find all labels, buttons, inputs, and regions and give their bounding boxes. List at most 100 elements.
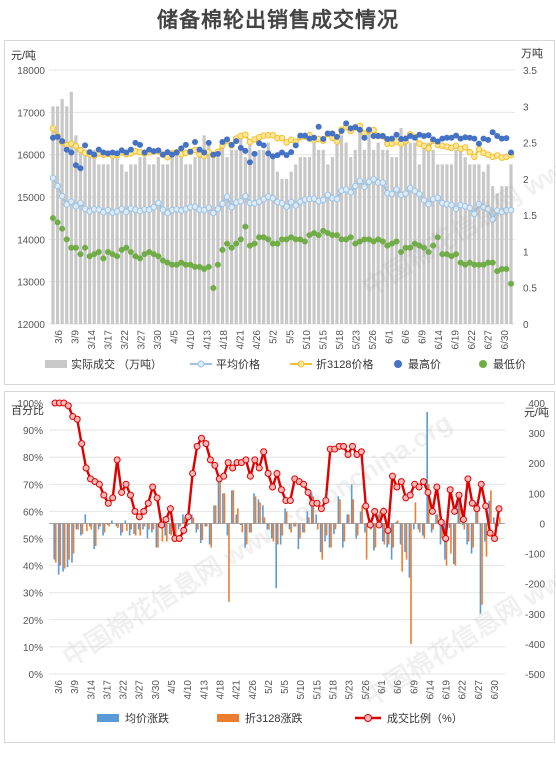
volume-bar <box>188 164 192 324</box>
volume-bar <box>101 164 105 324</box>
max-price-point <box>187 148 194 155</box>
min-price-point <box>196 263 203 270</box>
change3128-bar <box>348 514 350 524</box>
max-price-point <box>288 149 295 156</box>
min-price-point <box>233 240 240 247</box>
change3128-bar <box>383 523 386 545</box>
legend-label: 平均价格 <box>216 357 260 371</box>
change3128-bar <box>325 523 328 536</box>
x-tick-label: 3/14 <box>87 330 98 350</box>
volume-bar <box>138 157 142 324</box>
min-price-point <box>155 253 162 260</box>
max-price-point <box>388 135 395 142</box>
max-price-point <box>242 147 249 154</box>
avg-price-point <box>269 194 277 202</box>
x-tick-label: 4/5 <box>167 680 178 694</box>
page-title: 储备棉轮出销售成交情况 <box>157 7 399 32</box>
x-tick-label: 5/10 <box>302 330 313 350</box>
ratio-point <box>193 442 201 450</box>
volume-bar <box>179 149 183 324</box>
volume-bar <box>500 186 504 324</box>
volume-bar <box>156 157 160 324</box>
avg-change-bar <box>395 521 397 524</box>
ratio-point <box>277 486 285 494</box>
volume-bar <box>390 157 394 324</box>
volume-bar <box>252 157 257 324</box>
avg-change-bar <box>284 508 286 524</box>
ratio-point <box>362 502 370 510</box>
x-tick-label: 6/27 <box>483 330 494 350</box>
volume-bar <box>404 135 408 324</box>
legend-dot-price3128 <box>297 360 305 368</box>
right-tick-label: -200 <box>525 580 545 591</box>
max-price-point <box>91 151 98 158</box>
max-price-point <box>494 133 501 140</box>
right-tick-label: 200 <box>528 459 545 470</box>
price3128-point <box>452 142 460 150</box>
avg-change-bar <box>75 523 78 530</box>
avg-price-point <box>370 175 377 183</box>
avg-change-bar <box>404 523 406 553</box>
ratio-point <box>113 456 121 464</box>
volume-bar <box>472 164 476 324</box>
avg-price-point <box>356 177 364 185</box>
avg-change-bar <box>417 523 420 530</box>
max-price-point <box>159 151 166 158</box>
max-price-point <box>155 147 162 154</box>
ratio-point <box>158 521 166 529</box>
avg-change-bar <box>479 523 482 614</box>
ratio-point <box>428 507 436 515</box>
x-tick-label: 4/10 <box>186 330 197 350</box>
min-price-point <box>393 238 400 245</box>
x-tick-label: 3/30 <box>153 330 164 350</box>
max-price-point <box>457 135 464 142</box>
right-axis-unit: 元/吨 <box>524 406 549 419</box>
x-tick-label: 6/6 <box>401 330 412 344</box>
ratio-point <box>73 415 81 423</box>
ratio-point <box>397 478 405 486</box>
min-price-point <box>411 240 418 247</box>
volume-bar <box>440 164 444 324</box>
max-price-point <box>489 129 496 136</box>
avg-price-point <box>484 205 492 213</box>
avg-change-bar <box>310 493 313 524</box>
min-price-point <box>141 251 148 258</box>
right-tick-label: 0 <box>523 320 529 331</box>
change3128-bar <box>432 523 434 530</box>
change3128-bar <box>183 517 186 524</box>
x-tick-label: 6/22 <box>458 680 469 700</box>
avg-change-bar <box>204 523 206 527</box>
max-price-point <box>508 149 514 156</box>
min-price-point <box>333 232 340 239</box>
volume-bar <box>339 135 344 324</box>
min-price-point <box>352 240 359 247</box>
avg-change-bar <box>199 523 202 544</box>
avg-price-point <box>471 210 478 218</box>
avg-change-bar <box>155 523 158 548</box>
ratio-point <box>491 535 499 542</box>
right-tick-label: 100 <box>528 489 545 500</box>
min-price-point <box>109 251 116 258</box>
change3128-bar <box>166 523 168 542</box>
legend-label: 实际成交 （万吨） <box>71 357 162 371</box>
avg-change-bar <box>257 499 260 524</box>
min-price-point <box>343 236 350 243</box>
avg-change-bar <box>88 523 91 527</box>
min-price-point <box>457 259 464 266</box>
avg-price-point <box>507 206 515 214</box>
change3128-bar <box>152 523 155 530</box>
ratio-point <box>260 448 268 456</box>
avg-change-bar <box>435 514 437 524</box>
x-tick-label: 5/2 <box>264 680 275 694</box>
x-tick-label: 5/18 <box>329 680 340 700</box>
volume-bar <box>294 164 298 324</box>
min-price-point <box>77 251 84 258</box>
avg-price-point <box>347 189 355 196</box>
max-price-point <box>338 127 345 134</box>
right-tick-label: 0 <box>539 519 545 530</box>
volume-bar <box>74 135 78 324</box>
avg-price-point <box>122 208 130 216</box>
avg-change-bar <box>475 502 477 524</box>
legend-label: 折3128价格 <box>316 357 373 371</box>
left-tick-label: 13000 <box>17 278 45 289</box>
